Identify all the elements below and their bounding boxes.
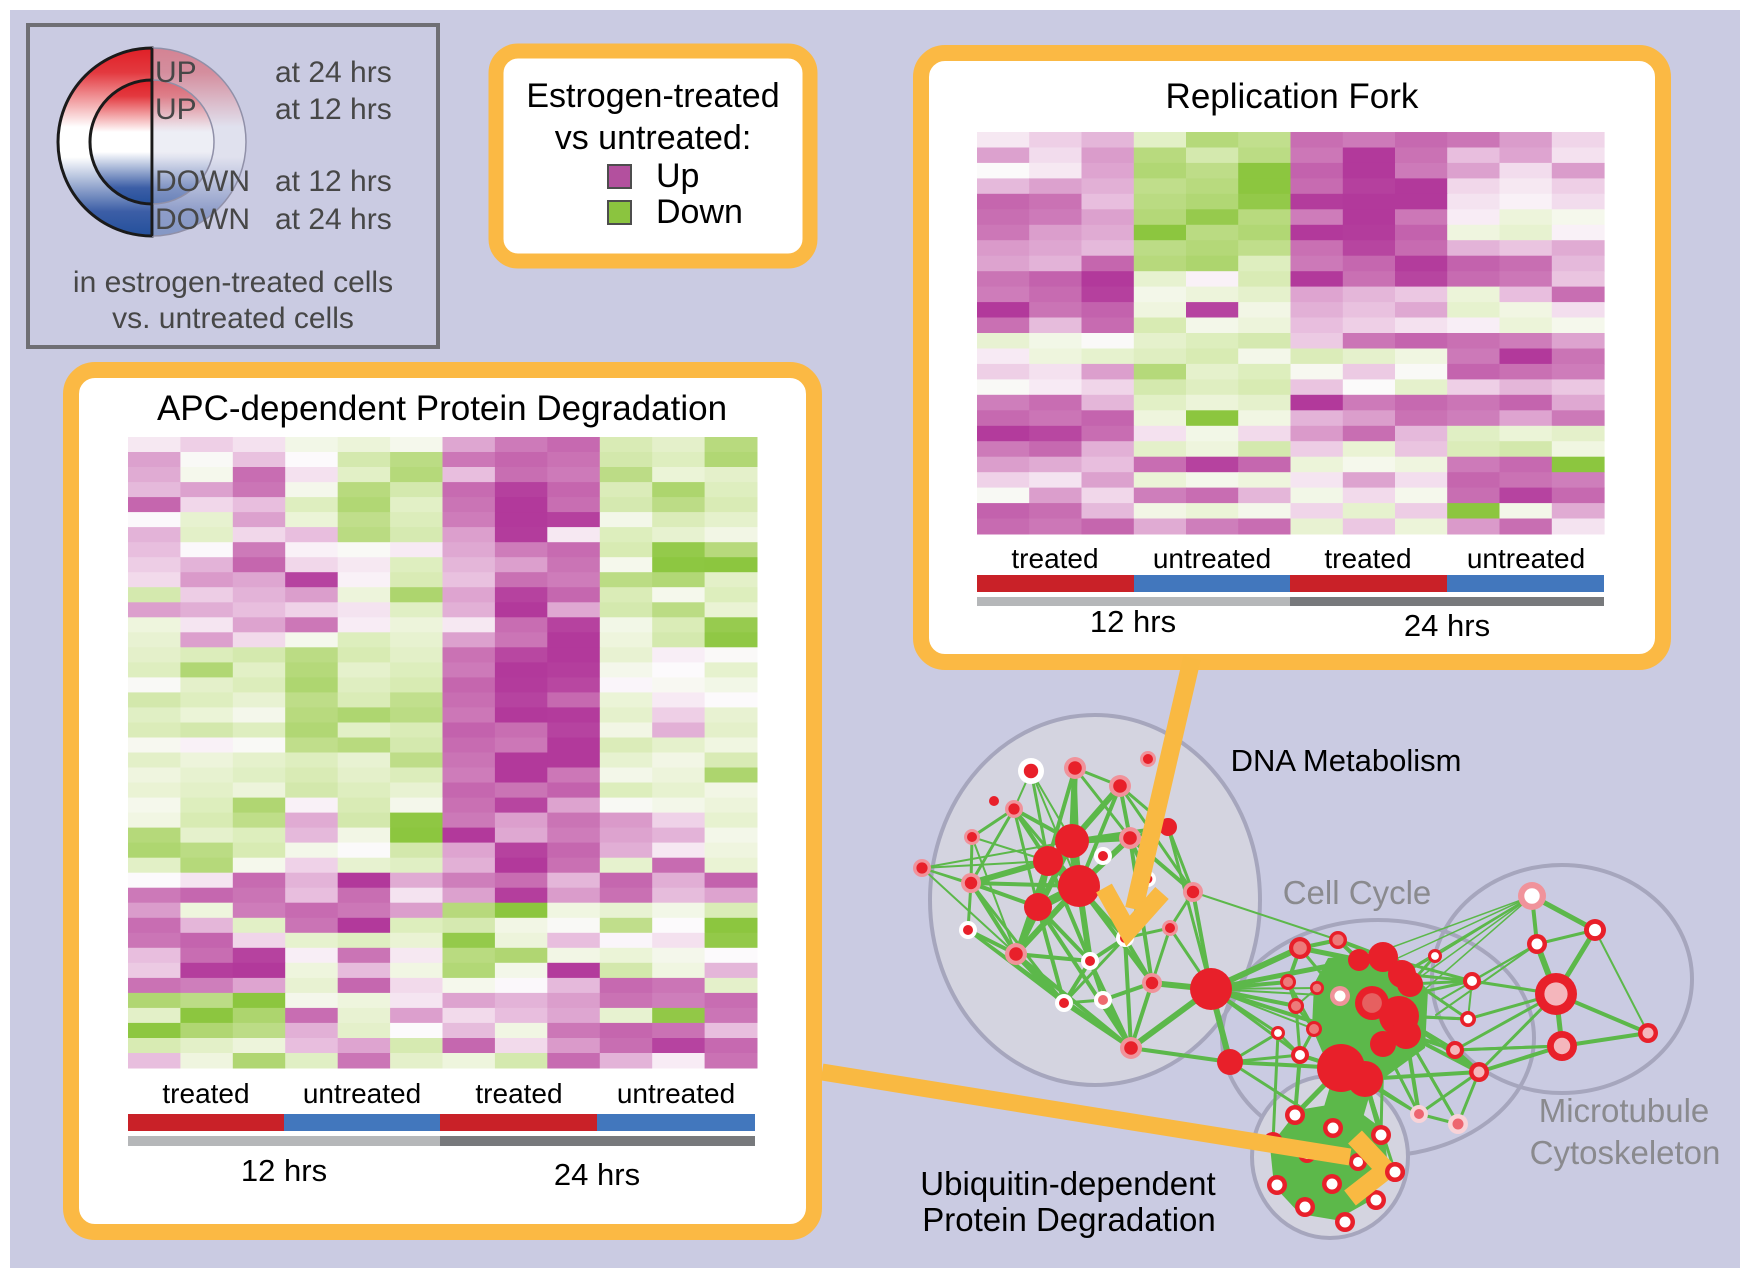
svg-text:Cell Cycle: Cell Cycle: [1283, 874, 1432, 911]
svg-text:Ubiquitin-dependent: Ubiquitin-dependent: [920, 1165, 1215, 1202]
svg-text:12 hrs: 12 hrs: [241, 1153, 327, 1188]
svg-text:untreated: untreated: [1153, 543, 1271, 574]
svg-text:vs untreated:: vs untreated:: [555, 119, 752, 157]
svg-text:treated: treated: [1011, 543, 1098, 574]
svg-text:Up: Up: [656, 157, 699, 195]
svg-text:DOWN: DOWN: [155, 203, 250, 236]
svg-text:Down: Down: [656, 193, 743, 231]
svg-text:treated: treated: [1324, 543, 1411, 574]
svg-text:Cytoskeleton: Cytoskeleton: [1530, 1134, 1721, 1171]
svg-text:Microtubule: Microtubule: [1539, 1092, 1710, 1129]
svg-text:Protein Degradation: Protein Degradation: [922, 1201, 1216, 1238]
svg-text:12 hrs: 12 hrs: [1090, 604, 1176, 639]
svg-text:UP: UP: [155, 93, 197, 126]
svg-text:at 24 hrs: at 24 hrs: [275, 56, 392, 89]
svg-text:untreated: untreated: [1467, 543, 1585, 574]
svg-text:at 24 hrs: at 24 hrs: [275, 203, 392, 236]
svg-text:treated: treated: [162, 1078, 249, 1109]
svg-text:Estrogen-treated: Estrogen-treated: [526, 77, 779, 115]
svg-text:treated: treated: [475, 1078, 562, 1109]
svg-text:UP: UP: [155, 56, 197, 89]
svg-text:untreated: untreated: [303, 1078, 421, 1109]
svg-text:24 hrs: 24 hrs: [1404, 608, 1490, 643]
svg-text:DNA Metabolism: DNA Metabolism: [1231, 743, 1462, 778]
svg-text:DOWN: DOWN: [155, 165, 250, 198]
svg-text:untreated: untreated: [617, 1078, 735, 1109]
svg-text:at 12 hrs: at 12 hrs: [275, 165, 392, 198]
svg-text:at 12 hrs: at 12 hrs: [275, 93, 392, 126]
svg-text:Replication Fork: Replication Fork: [1166, 77, 1419, 116]
svg-text:in estrogen-treated cells: in estrogen-treated cells: [73, 266, 393, 299]
svg-text:vs. untreated cells: vs. untreated cells: [112, 302, 354, 335]
svg-text:24 hrs: 24 hrs: [554, 1157, 640, 1192]
svg-text:APC-dependent Protein Degradat: APC-dependent Protein Degradation: [157, 389, 727, 428]
